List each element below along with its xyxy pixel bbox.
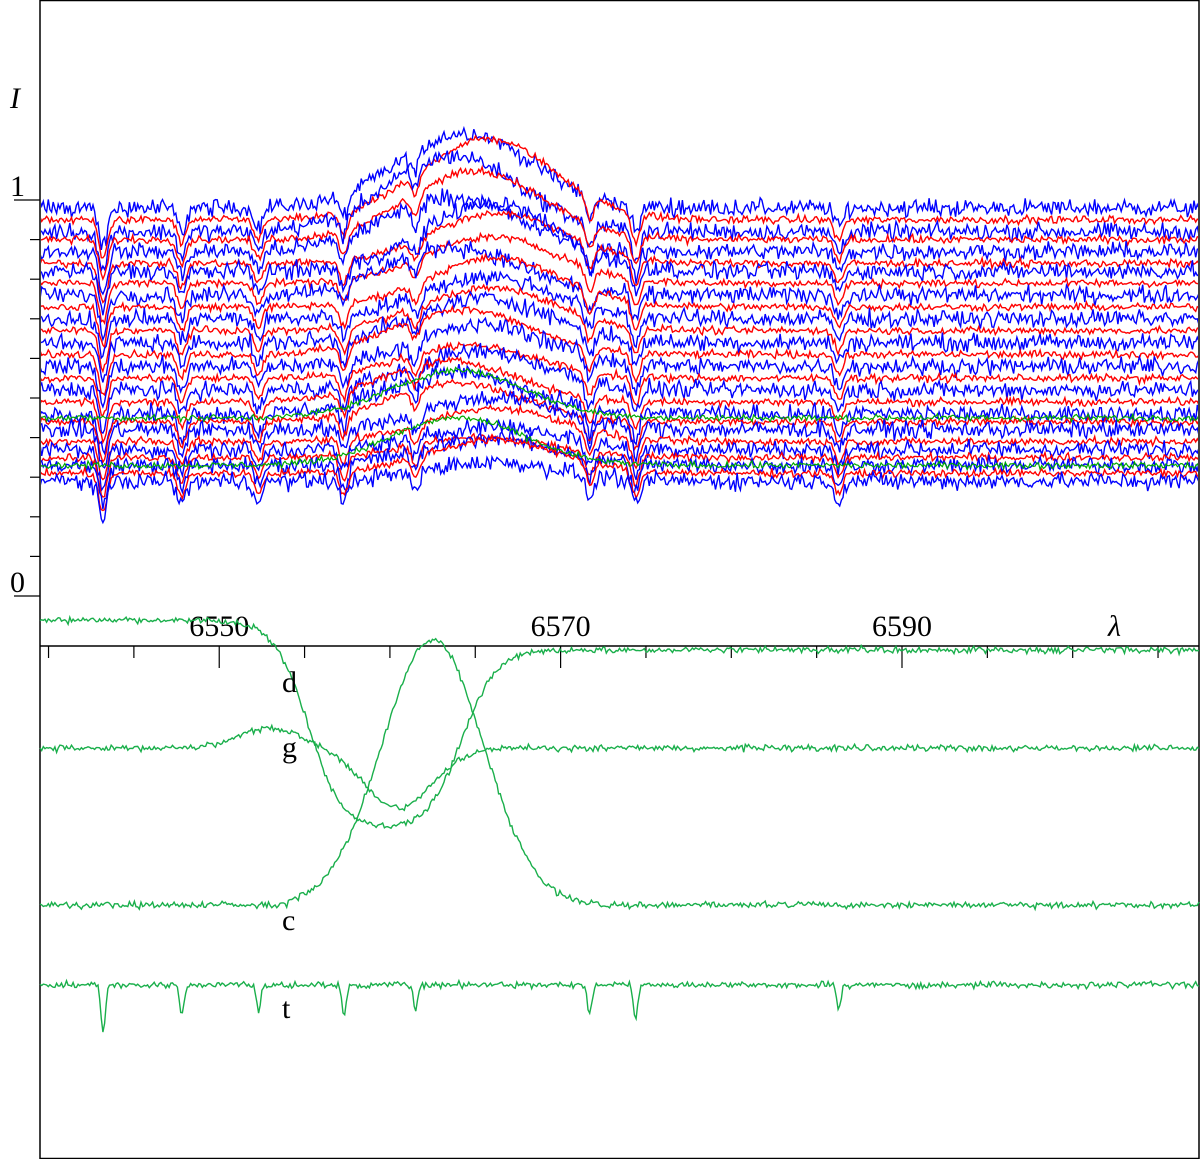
spectrum-line-green <box>41 366 1198 424</box>
spectrum-line <box>41 188 1198 296</box>
spectrum-line <box>41 269 1198 360</box>
spectrum-line <box>41 355 1198 445</box>
spectrum-line <box>41 196 1198 316</box>
spectrum-line <box>41 403 1198 481</box>
component-curve-g <box>39 723 1200 812</box>
y-axis-ticks: 01 <box>10 170 40 599</box>
spectrum-line <box>41 435 1198 512</box>
spectrum-line <box>41 134 1198 259</box>
spectrum-line <box>41 252 1198 349</box>
spectrum-line <box>41 432 1198 498</box>
component-curve-t <box>39 978 1200 1033</box>
spectrum-line <box>41 149 1198 273</box>
spectrum-line <box>41 304 1198 397</box>
x-tick-label: 6590 <box>872 610 932 643</box>
component-curve-c <box>39 637 1200 912</box>
component-curves: dg c t <box>39 614 1200 1033</box>
component-label-t: t <box>282 992 291 1025</box>
spectrum-line <box>41 316 1198 409</box>
spectrum-line-green <box>41 415 1198 472</box>
plot-frame <box>39 0 1200 1159</box>
spectrum-line <box>41 389 1198 469</box>
spectrum-line <box>41 231 1198 326</box>
x-tick-label: 6550 <box>189 610 249 643</box>
x-tick-label: 6570 <box>531 610 591 643</box>
spectrum-line <box>41 239 1198 342</box>
component-label-d: d <box>282 666 297 699</box>
spectrum-line <box>41 290 1198 383</box>
spectra-series <box>41 125 1198 525</box>
y-tick-label: 1 <box>10 170 25 203</box>
spectrum-line <box>41 341 1198 417</box>
spectrum-line <box>41 283 1198 374</box>
spectrum-line <box>41 342 1198 435</box>
y-axis-label: I <box>9 82 22 115</box>
component-label-g: g <box>282 731 297 764</box>
component-label-c: c <box>282 904 295 937</box>
component-curve-d <box>39 614 1200 830</box>
x-axis-label: λ <box>1107 610 1121 643</box>
x-axis-ticks: 6550 6570 6590 <box>47 610 1159 668</box>
axis-labels: I λ <box>9 82 1121 643</box>
spectrum-line <box>41 209 1198 304</box>
spectrum-line <box>41 164 1198 282</box>
spectrum-line <box>41 125 1198 251</box>
y-tick-label: 0 <box>10 566 25 599</box>
spectrum-line <box>41 418 1198 493</box>
spectrum-line <box>41 454 1198 525</box>
